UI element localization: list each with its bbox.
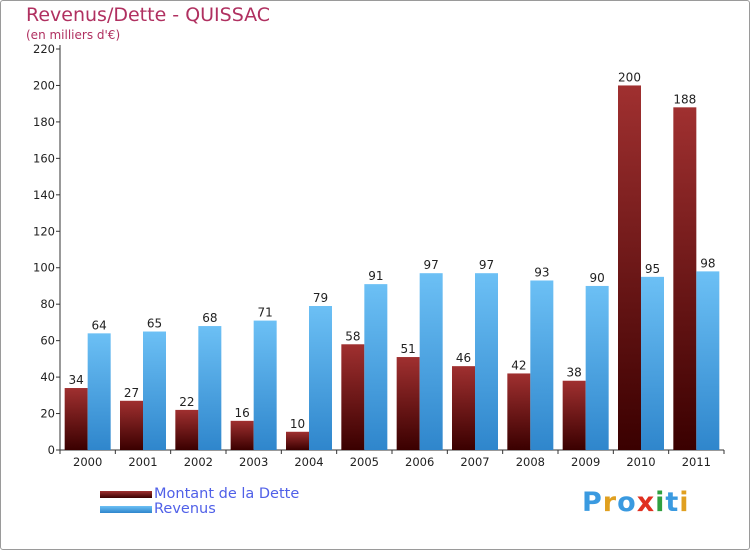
logo-letter: t — [665, 487, 680, 518]
y-tick-label: 20 — [40, 407, 55, 421]
bar-revenus-2007 — [475, 273, 498, 450]
x-tick-label: 2005 — [350, 455, 379, 469]
chart-subtitle: (en milliers d'€) — [26, 28, 121, 42]
proxiti-logo: Proxiti — [582, 487, 690, 518]
legend-label-revenus: Revenus — [154, 501, 216, 517]
bar-dette-2009 — [562, 380, 586, 450]
data-label: 22 — [179, 395, 194, 409]
x-tick-label: 2003 — [239, 455, 268, 469]
bar-revenus-2000 — [87, 333, 111, 450]
x-tick-label: 2006 — [405, 455, 434, 469]
chart-axes: 0 20 40 60 80 100 120 140 160 180 200 220 2000 2001 20… — [33, 42, 725, 469]
bar-dette-2008 — [507, 373, 531, 450]
x-tick-label: 2011 — [682, 455, 711, 469]
data-label: 65 — [147, 317, 162, 331]
bar-revenus-2004 — [309, 306, 332, 450]
y-tick-label: 60 — [40, 334, 55, 348]
data-label: 93 — [534, 265, 549, 279]
data-label: 27 — [124, 386, 139, 400]
y-tick-label: 120 — [33, 224, 55, 238]
x-tick-label: 2000 — [73, 455, 102, 469]
bar-revenus-2011 — [696, 271, 720, 450]
data-label: 188 — [673, 92, 696, 106]
bar-revenus-2009 — [585, 285, 609, 450]
data-label: 79 — [313, 291, 328, 305]
x-tick-label: 2009 — [571, 455, 600, 469]
bar-dette-2003 — [230, 420, 254, 450]
y-tick-label: 140 — [33, 188, 55, 202]
data-label: 68 — [202, 311, 217, 325]
legend-swatch-revenus — [100, 505, 152, 513]
data-label: 16 — [235, 406, 250, 420]
chart-data-labels: 34 27 22 16 10 58 51 46 42 38 200 188 64 65 68 71 79 91 97… — [69, 70, 716, 430]
logo-letter: o — [617, 487, 637, 518]
bar-dette-2010 — [618, 85, 641, 451]
bar-revenus-2001 — [143, 331, 166, 450]
bar-dette-2000 — [64, 388, 88, 450]
logo-letter: x — [636, 487, 656, 518]
bar-revenus-2008 — [530, 280, 554, 450]
x-tick-label: 2001 — [128, 455, 157, 469]
legend-item-dette: Montant de la Dette — [100, 486, 299, 502]
bar-dette-2001 — [120, 400, 143, 450]
logo-letter: i — [679, 487, 690, 518]
y-tick-label: 200 — [33, 78, 55, 92]
bar-dette-2006 — [396, 357, 420, 450]
bar-dette-2002 — [175, 409, 199, 450]
data-label: 42 — [511, 358, 526, 372]
chart-bars — [64, 85, 720, 451]
x-tick-label: 2007 — [460, 455, 489, 469]
y-tick-label: 220 — [33, 42, 55, 56]
chart-title: Revenus/Dette - QUISSAC — [26, 4, 271, 26]
data-label: 200 — [618, 70, 641, 84]
data-label: 58 — [345, 329, 360, 343]
data-label: 38 — [567, 366, 582, 380]
data-label: 64 — [92, 318, 107, 332]
legend-item-revenus: Revenus — [100, 501, 216, 517]
data-label: 10 — [290, 417, 305, 431]
y-tick-label: 0 — [48, 443, 55, 457]
bar-revenus-2003 — [253, 320, 277, 450]
logo-letter: i — [655, 487, 666, 518]
x-tick-label: 2002 — [184, 455, 213, 469]
bar-dette-2005 — [341, 344, 365, 450]
bar-revenus-2010 — [641, 276, 664, 450]
x-tick-label: 2010 — [626, 455, 655, 469]
bar-dette-2004 — [286, 431, 309, 450]
x-tick-label: 2004 — [294, 455, 323, 469]
data-label: 98 — [700, 256, 715, 270]
bar-dette-2011 — [673, 107, 697, 450]
y-tick-label: 80 — [40, 297, 55, 311]
data-label: 95 — [645, 262, 660, 276]
legend-swatch-dette — [100, 490, 152, 498]
bar-revenus-2005 — [364, 284, 388, 450]
y-tick-label: 100 — [33, 261, 55, 275]
x-tick-label: 2008 — [516, 455, 545, 469]
data-label: 34 — [69, 373, 84, 387]
bar-revenus-2002 — [198, 326, 222, 450]
data-label: 90 — [590, 271, 605, 285]
data-label: 97 — [424, 258, 439, 272]
data-label: 51 — [401, 342, 416, 356]
data-label: 91 — [368, 269, 383, 283]
data-label: 46 — [456, 351, 471, 365]
legend-label-dette: Montant de la Dette — [154, 486, 300, 502]
logo-letter: r — [602, 487, 618, 518]
y-tick-label: 40 — [40, 370, 55, 384]
y-tick-label: 180 — [33, 115, 55, 129]
data-label: 71 — [258, 306, 273, 320]
y-tick-label: 160 — [33, 151, 55, 165]
bar-revenus-2006 — [419, 273, 443, 450]
data-label: 97 — [479, 258, 494, 272]
logo-letter: P — [582, 487, 603, 518]
bar-dette-2007 — [452, 366, 475, 450]
